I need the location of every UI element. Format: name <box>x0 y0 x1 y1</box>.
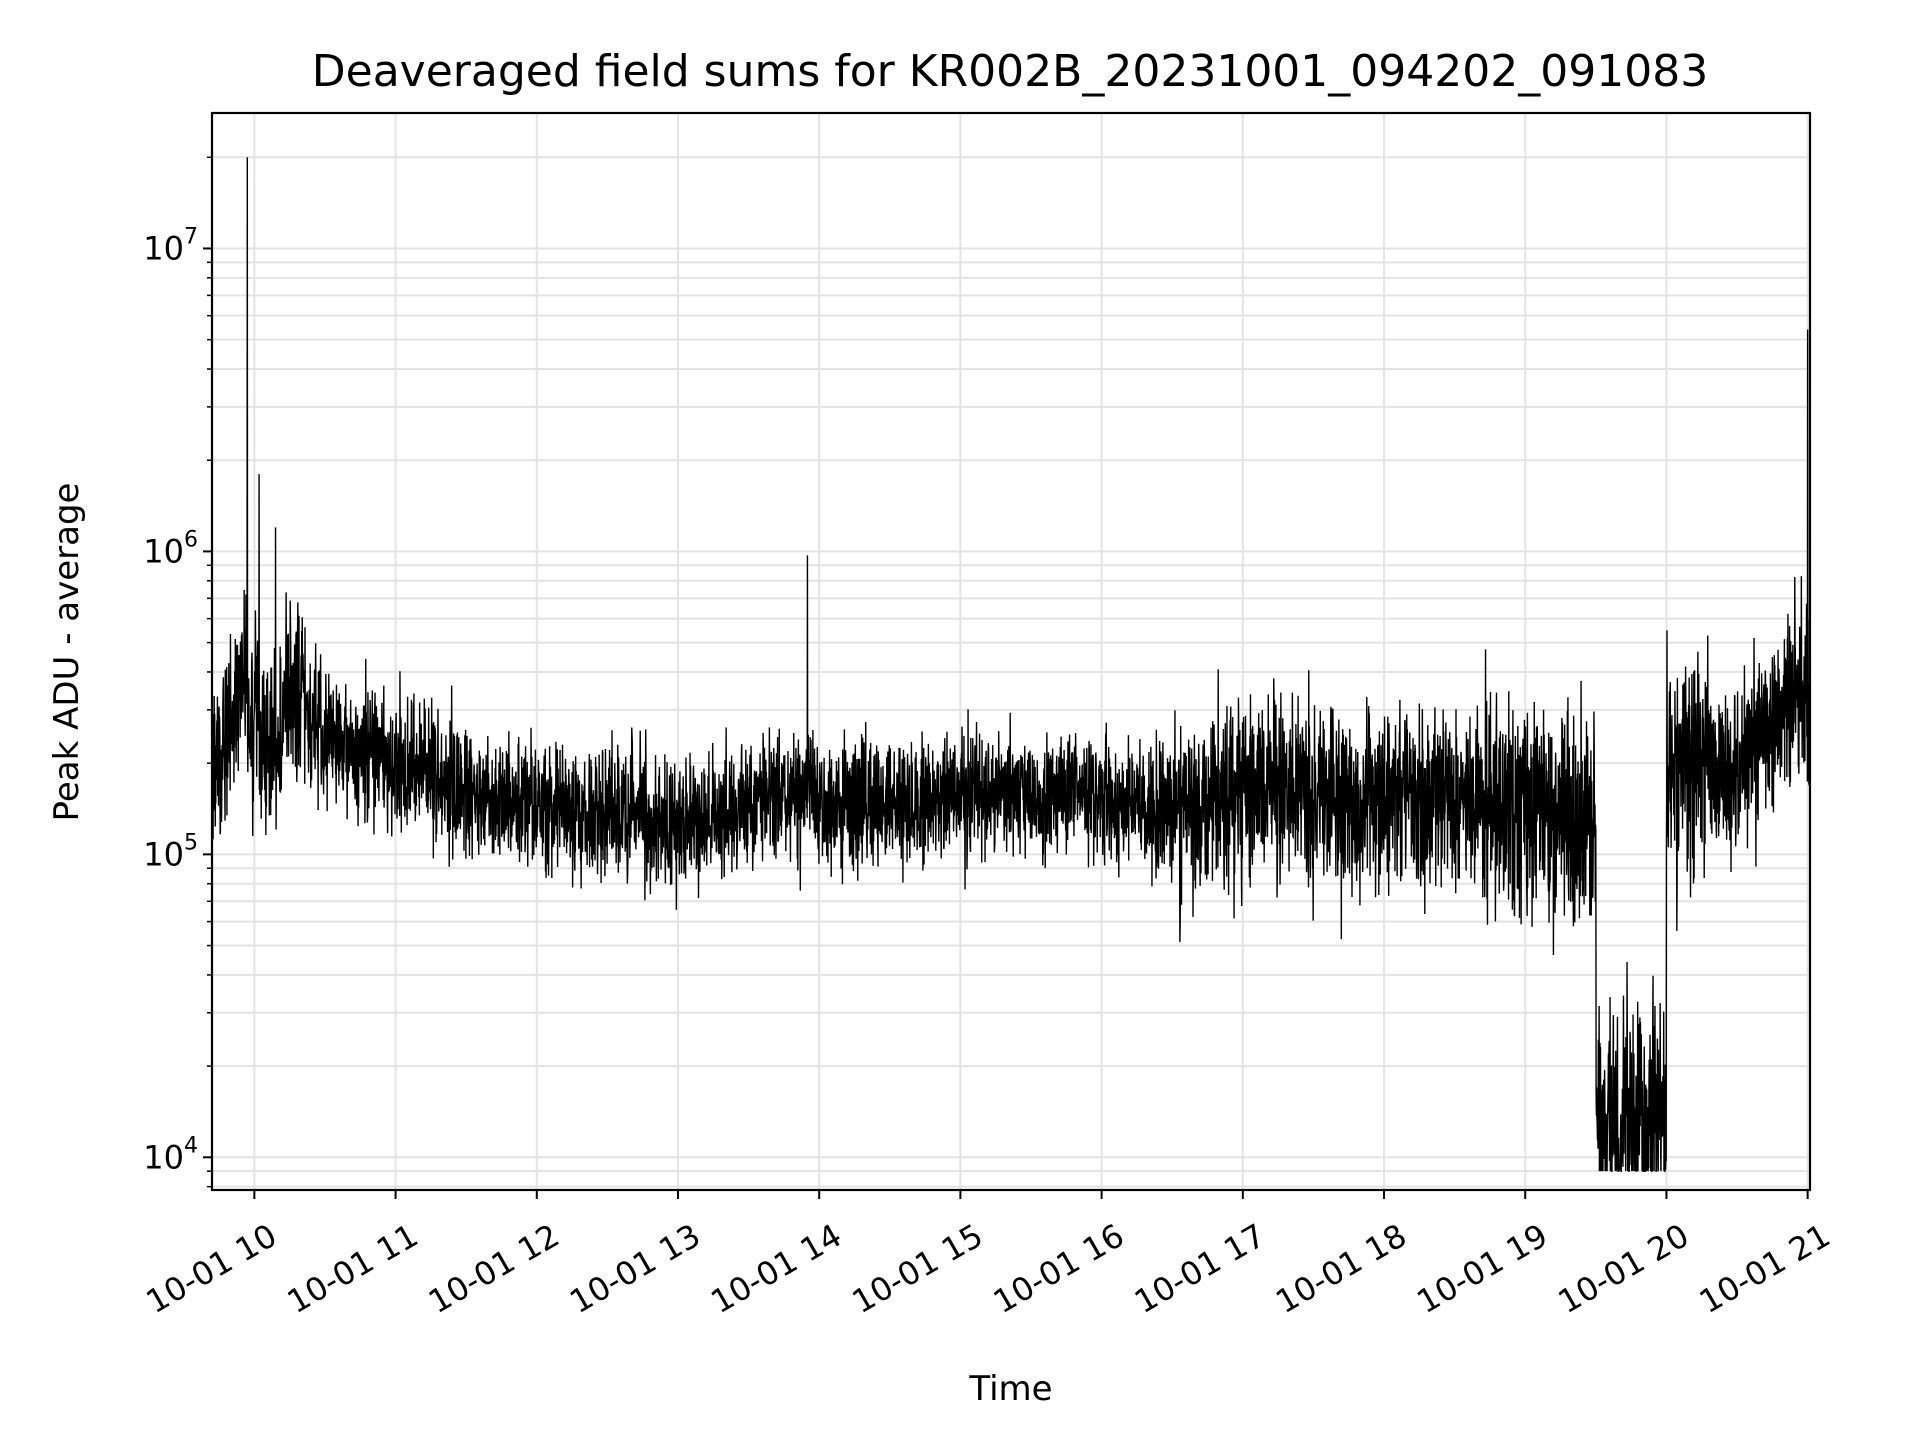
y-tick-label: 104 <box>143 1133 198 1176</box>
series-line <box>211 157 1811 1172</box>
y-tick-label: 107 <box>143 224 198 267</box>
y-axis-label: Peak ADU - average <box>47 483 87 822</box>
chart-title: Deaveraged field sums for KR002B_2023100… <box>312 46 1708 97</box>
plot-frame <box>210 111 1812 1192</box>
y-tick-label: 106 <box>143 527 198 570</box>
x-axis-label: Time <box>968 1369 1052 1409</box>
y-tick-label: 105 <box>143 830 198 873</box>
